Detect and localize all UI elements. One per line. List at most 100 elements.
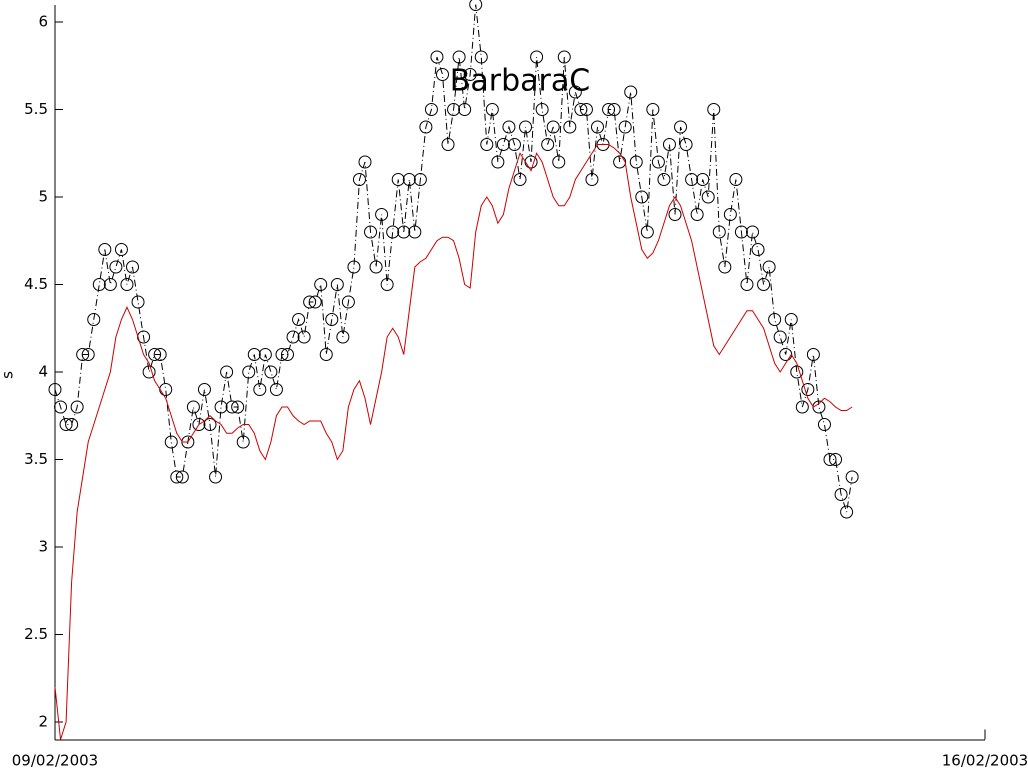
data-point	[463, 68, 477, 81]
data-point	[762, 260, 776, 274]
data-point	[784, 313, 798, 326]
data-point	[552, 155, 566, 169]
data-point	[292, 313, 306, 326]
data-point	[336, 330, 350, 344]
data-point	[519, 120, 533, 134]
data-point	[607, 103, 621, 116]
data-point	[469, 0, 483, 11]
data-point	[397, 225, 411, 239]
data-point	[54, 400, 68, 414]
data-point	[436, 68, 449, 81]
data-point	[823, 453, 837, 466]
data-point	[768, 313, 782, 326]
data-point	[707, 103, 721, 116]
data-point	[386, 225, 400, 239]
data-point	[591, 120, 604, 134]
data-point	[723, 208, 737, 221]
data-point	[297, 330, 311, 344]
data-point	[541, 138, 555, 151]
data-point	[375, 208, 389, 221]
data-point	[668, 208, 682, 221]
y-tick-label: 3.5	[24, 450, 48, 468]
chart-title: BarbaraC	[450, 64, 590, 99]
y-tick-label: 5	[38, 188, 48, 206]
data-point	[380, 278, 394, 291]
data-point	[535, 103, 549, 116]
data-point	[568, 85, 582, 99]
data-point	[635, 190, 649, 204]
series-line	[54, 144, 853, 740]
y-tick-label: 4.5	[24, 275, 48, 293]
data-point	[624, 85, 638, 99]
y-tick-label: 2	[38, 713, 48, 731]
data-point	[258, 348, 272, 361]
data-point	[269, 383, 283, 396]
data-point	[458, 103, 472, 116]
data-point	[496, 138, 510, 151]
data-point	[48, 383, 62, 396]
y-tick-label: 5.5	[24, 100, 48, 118]
data-point	[347, 260, 361, 274]
data-point	[59, 418, 73, 431]
data-point	[253, 383, 267, 396]
data-point	[502, 120, 516, 134]
data-point	[197, 383, 211, 396]
data-point	[413, 173, 427, 186]
data-point	[209, 470, 223, 484]
data-point	[751, 243, 765, 256]
y-tick-label: 3	[38, 538, 48, 556]
data-point	[203, 418, 217, 431]
data-point	[120, 278, 134, 291]
data-point	[131, 295, 145, 309]
data-point	[103, 278, 117, 291]
data-point	[419, 120, 433, 134]
data-point	[352, 173, 366, 186]
data-point	[98, 243, 112, 256]
data-point	[679, 138, 693, 151]
data-point	[225, 400, 239, 414]
data-point	[530, 50, 544, 64]
data-point	[175, 470, 189, 484]
data-point	[220, 365, 234, 379]
data-point	[790, 365, 804, 379]
data-point	[275, 348, 289, 361]
y-tick-label: 4	[38, 363, 48, 381]
data-point	[734, 225, 748, 239]
data-point	[109, 260, 123, 274]
data-point	[834, 488, 848, 501]
data-point	[685, 173, 699, 186]
data-point	[491, 155, 505, 169]
data-point	[840, 505, 854, 519]
data-point	[651, 155, 665, 169]
data-point	[308, 295, 322, 309]
data-point	[806, 348, 820, 361]
data-point	[65, 418, 79, 431]
data-point	[690, 208, 704, 221]
data-point	[640, 225, 654, 239]
data-point	[480, 138, 494, 151]
data-point	[646, 103, 660, 116]
x-tick-label: 09/02/2003	[12, 752, 98, 769]
data-point	[114, 243, 128, 256]
data-point	[674, 120, 688, 134]
data-point	[795, 400, 809, 414]
data-point	[369, 260, 383, 274]
data-point	[164, 435, 178, 449]
data-point	[70, 400, 84, 414]
data-point	[563, 120, 577, 134]
data-point	[507, 138, 521, 151]
data-point	[192, 418, 206, 431]
y-tick-label: 6	[38, 13, 48, 31]
data-point	[452, 50, 466, 64]
data-point	[430, 50, 444, 64]
data-point	[286, 330, 300, 344]
data-point	[424, 103, 438, 116]
data-point	[126, 260, 139, 274]
data-point	[87, 313, 101, 326]
data-point	[829, 453, 843, 466]
y-axis-label: s	[0, 371, 17, 379]
data-point	[773, 330, 787, 344]
data-point	[264, 365, 278, 379]
data-point	[579, 103, 593, 116]
